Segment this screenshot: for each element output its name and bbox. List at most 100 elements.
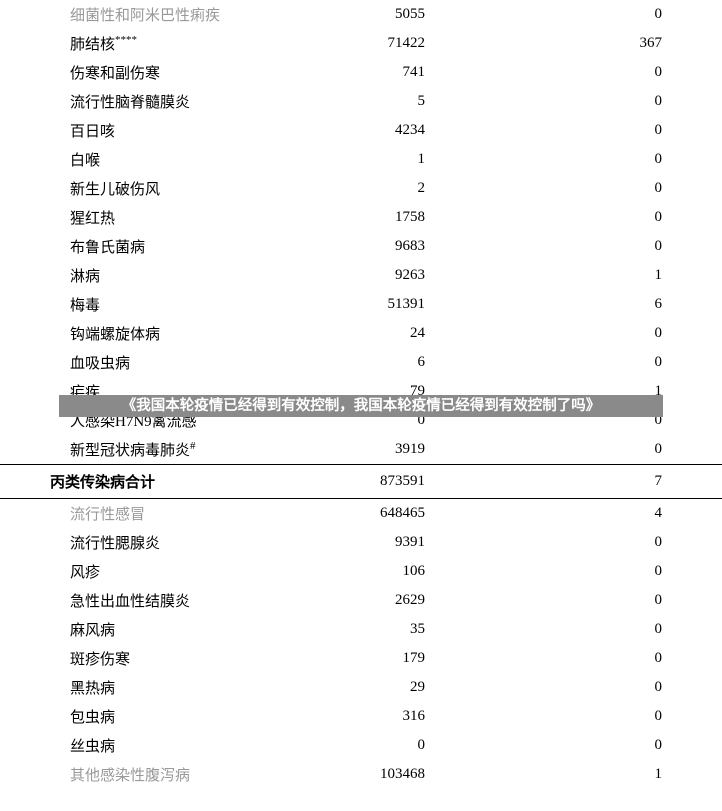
disease-value-2: 0 xyxy=(480,0,722,29)
disease-name-text: 其他感染性腹泻病 xyxy=(70,768,190,784)
table-row: 钩端螺旋体病240 xyxy=(0,319,722,348)
disease-name: 风疹 xyxy=(0,557,340,586)
disease-value-1: 179 xyxy=(340,644,480,673)
disease-name-text: 白喉 xyxy=(70,153,100,169)
disease-value-1: 9391 xyxy=(340,528,480,557)
disease-name: 肺结核**** xyxy=(0,29,340,58)
disease-value-1: 29 xyxy=(340,673,480,702)
disease-name-text: 斑疹伤寒 xyxy=(70,652,130,668)
disease-name: 细菌性和阿米巴性痢疾 xyxy=(0,0,340,29)
disease-name: 白喉 xyxy=(0,145,340,174)
disease-name-text: 丝虫病 xyxy=(70,739,115,755)
disease-name-text: 流行性脑脊髓膜炎 xyxy=(70,95,190,111)
disease-value-1: 1758 xyxy=(340,203,480,232)
table-row: 血吸虫病 60 xyxy=(0,348,722,377)
disease-name: 麻风病 xyxy=(0,615,340,644)
subtotal-row: 丙类传染病合计 873591 7 xyxy=(0,465,722,499)
disease-value-1: 5055 xyxy=(340,0,480,29)
disease-name-text: 新生儿破伤风 xyxy=(70,182,160,198)
disease-name-text: 新型冠状病毒肺炎 xyxy=(70,443,190,459)
disease-value-2: 367 xyxy=(480,29,722,58)
disease-name-text: 布鲁氏菌病 xyxy=(70,240,145,256)
disease-value-2: 0 xyxy=(480,644,722,673)
disease-name-text: 包虫病 xyxy=(70,710,115,726)
table-row: 猩红热17580 xyxy=(0,203,722,232)
subtotal-value-1: 873591 xyxy=(340,465,480,499)
disease-name: 新生儿破伤风 xyxy=(0,174,340,203)
disease-value-2: 0 xyxy=(480,615,722,644)
disease-value-2: 0 xyxy=(480,586,722,615)
disease-value-1: 35 xyxy=(340,615,480,644)
table-row: 黑热病 290 xyxy=(0,673,722,702)
disease-value-2: 6 xyxy=(480,290,722,319)
subtotal-label: 丙类传染病合计 xyxy=(0,465,340,499)
disease-name: 斑疹伤寒 xyxy=(0,644,340,673)
disease-name-text: 麻风病 xyxy=(70,623,115,639)
disease-name-text: 伤寒和副伤寒 xyxy=(70,66,160,82)
disease-value-2: 0 xyxy=(480,87,722,116)
disease-name: 流行性脑脊髓膜炎 xyxy=(0,87,340,116)
disease-value-1: 741 xyxy=(340,58,480,87)
disease-value-2: 0 xyxy=(480,435,722,465)
table-row: 肺结核****71422367 xyxy=(0,29,722,58)
disease-name: 百日咳 xyxy=(0,116,340,145)
disease-value-2: 0 xyxy=(480,145,722,174)
disease-value-2: 0 xyxy=(480,528,722,557)
disease-value-1: 2629 xyxy=(340,586,480,615)
disease-name-text: 流行性腮腺炎 xyxy=(70,536,160,552)
table-row: 细菌性和阿米巴性痢疾 50550 xyxy=(0,0,722,29)
disease-value-2: 0 xyxy=(480,348,722,377)
disease-value-1: 24 xyxy=(340,319,480,348)
disease-value-1: 4234 xyxy=(340,116,480,145)
disease-value-2: 0 xyxy=(480,58,722,87)
table-row: 急性出血性结膜炎 26290 xyxy=(0,586,722,615)
disease-value-1: 106 xyxy=(340,557,480,586)
overlay-text: 《我国本轮疫情已经得到有效控制，我国本轮疫情已经得到有效控制了吗》 xyxy=(122,398,601,414)
table-row: 麻风病 350 xyxy=(0,615,722,644)
disease-value-1: 51391 xyxy=(340,290,480,319)
disease-name-text: 流行性感冒 xyxy=(70,507,145,523)
disease-name-text: 风疹 xyxy=(70,565,100,581)
table-row: 流行性腮腺炎 93910 xyxy=(0,528,722,557)
disease-value-1: 71422 xyxy=(340,29,480,58)
disease-value-1: 316 xyxy=(340,702,480,731)
disease-value-1: 9683 xyxy=(340,232,480,261)
disease-name: 新型冠状病毒肺炎# xyxy=(0,435,340,465)
disease-value-2: 0 xyxy=(480,673,722,702)
table-row: 斑疹伤寒 1790 xyxy=(0,644,722,673)
subtotal-value-2: 7 xyxy=(480,465,722,499)
disease-name-text: 黑热病 xyxy=(70,681,115,697)
disease-name-superscript: **** xyxy=(115,34,137,46)
disease-value-2: 0 xyxy=(480,731,722,760)
disease-value-1: 5 xyxy=(340,87,480,116)
table-row: 流行性感冒6484654 xyxy=(0,499,722,529)
disease-value-2: 0 xyxy=(480,319,722,348)
disease-value-1: 6 xyxy=(340,348,480,377)
disease-name-text: 急性出血性结膜炎 xyxy=(70,594,190,610)
disease-value-1: 0 xyxy=(340,731,480,760)
table-row: 伤寒和副伤寒 7410 xyxy=(0,58,722,87)
disease-value-2: 4 xyxy=(480,499,722,529)
disease-value-1: 3919 xyxy=(340,435,480,465)
table-row: 淋病 92631 xyxy=(0,261,722,290)
disease-value-2: 0 xyxy=(480,116,722,145)
disease-value-2: 1 xyxy=(480,760,722,789)
table-row: 丝虫病 00 xyxy=(0,731,722,760)
disease-value-2: 0 xyxy=(480,174,722,203)
disease-name-text: 淋病 xyxy=(70,269,100,285)
disease-name: 梅毒 xyxy=(0,290,340,319)
disease-name-text: 肺结核 xyxy=(70,37,115,53)
disease-name-text: 血吸虫病 xyxy=(70,356,130,372)
disease-name: 其他感染性腹泻病 xyxy=(0,760,340,789)
disease-value-1: 9263 xyxy=(340,261,480,290)
disease-value-2: 1 xyxy=(480,261,722,290)
disease-name-text: 细菌性和阿米巴性痢疾 xyxy=(70,8,220,24)
table-row: 布鲁氏菌病96830 xyxy=(0,232,722,261)
table-row: 百日咳42340 xyxy=(0,116,722,145)
disease-name: 钩端螺旋体病 xyxy=(0,319,340,348)
disease-name: 丝虫病 xyxy=(0,731,340,760)
table-row: 白喉10 xyxy=(0,145,722,174)
disease-name: 布鲁氏菌病 xyxy=(0,232,340,261)
table-row: 包虫病3160 xyxy=(0,702,722,731)
disease-name: 黑热病 xyxy=(0,673,340,702)
